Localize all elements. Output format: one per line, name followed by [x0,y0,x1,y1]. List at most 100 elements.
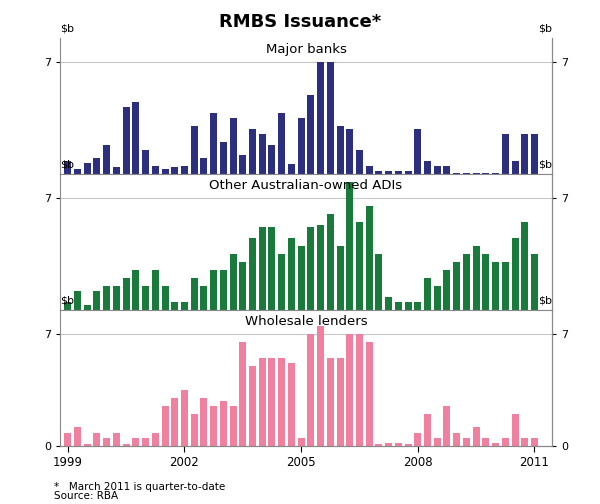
Bar [404,302,412,310]
Bar [327,358,334,446]
Bar [142,286,149,310]
Bar [230,254,236,310]
Bar [239,155,246,174]
Bar [74,291,81,310]
Bar [385,171,392,174]
Bar [113,433,120,446]
Bar [113,167,120,174]
Text: RMBS Issuance*: RMBS Issuance* [219,13,381,31]
Text: $b: $b [60,24,74,34]
Bar [415,302,421,310]
Bar [395,171,402,174]
Bar [84,305,91,310]
Bar [103,438,110,446]
Bar [64,433,71,446]
Bar [463,254,470,310]
Bar [415,129,421,174]
Bar [230,118,236,174]
Bar [152,433,159,446]
Bar [492,262,499,310]
Bar [133,102,139,174]
Bar [268,227,275,310]
Bar [492,443,499,446]
Bar [200,286,208,310]
Bar [512,414,518,446]
Bar [453,173,460,174]
Bar [142,438,149,446]
Bar [249,129,256,174]
Bar [220,270,227,310]
Bar [103,286,110,310]
Bar [152,166,159,174]
Bar [142,150,149,174]
Bar [531,438,538,446]
Bar [161,169,169,174]
Bar [288,164,295,174]
Bar [249,366,256,446]
Bar [210,270,217,310]
Bar [307,95,314,174]
Bar [443,406,451,446]
Bar [337,126,344,174]
Bar [152,270,159,310]
Bar [521,222,528,310]
Text: Wholesale lenders: Wholesale lenders [245,316,367,329]
Bar [531,134,538,174]
Bar [404,445,412,446]
Bar [74,169,81,174]
Bar [84,163,91,174]
Bar [346,182,353,310]
Bar [366,166,373,174]
Bar [249,238,256,310]
Text: $b: $b [538,296,552,306]
Bar [385,443,392,446]
Text: $b: $b [60,160,74,170]
Bar [307,334,314,446]
Bar [395,443,402,446]
Bar [259,358,266,446]
Bar [200,158,208,174]
Bar [366,206,373,310]
Bar [356,222,363,310]
Bar [376,254,382,310]
Bar [122,278,130,310]
Bar [298,246,305,310]
Bar [210,113,217,174]
Bar [512,238,518,310]
Bar [376,445,382,446]
Bar [434,286,441,310]
Bar [103,145,110,174]
Bar [133,438,139,446]
Bar [84,445,91,446]
Bar [64,302,71,310]
Bar [307,227,314,310]
Bar [161,406,169,446]
Bar [482,438,490,446]
Bar [463,173,470,174]
Bar [473,427,479,446]
Bar [181,390,188,446]
Bar [327,62,334,174]
Bar [278,113,285,174]
Bar [200,398,208,446]
Bar [181,166,188,174]
Bar [337,358,344,446]
Bar [171,302,178,310]
Bar [64,161,71,174]
Bar [424,161,431,174]
Bar [366,342,373,446]
Bar [482,254,490,310]
Bar [337,246,344,310]
Bar [181,302,188,310]
Text: Major banks: Major banks [266,43,346,56]
Bar [404,171,412,174]
Bar [239,342,246,446]
Bar [161,286,169,310]
Bar [122,445,130,446]
Bar [317,225,324,310]
Bar [288,363,295,446]
Bar [482,173,490,174]
Bar [502,262,509,310]
Bar [298,438,305,446]
Bar [376,171,382,174]
